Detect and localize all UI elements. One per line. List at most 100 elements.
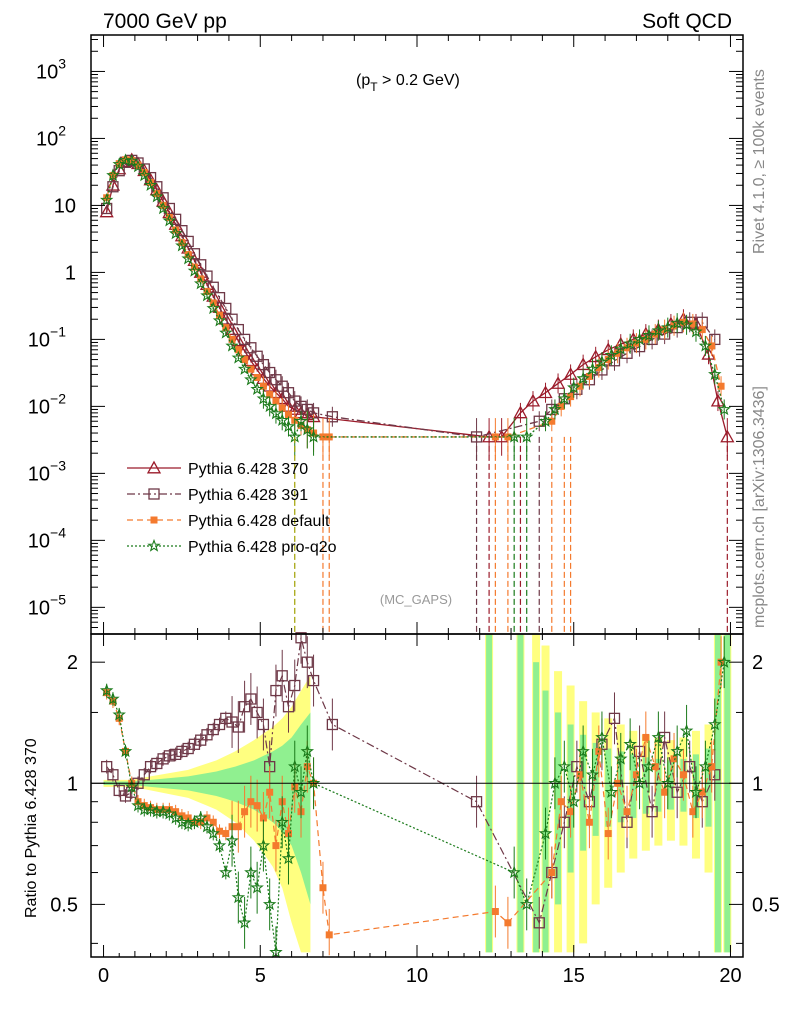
marker-star [168, 226, 183, 240]
ratio-y-tick-label-right: 0.5 [752, 894, 780, 916]
marker-star [614, 341, 628, 355]
marker-star [175, 815, 189, 829]
marker-triangle [563, 367, 578, 380]
marker-star [576, 744, 590, 758]
series-3 [103, 156, 725, 456]
y-tick-exp: 2 [58, 122, 66, 138]
legend-item: Pythia 6.428 pro-q2o [127, 538, 337, 556]
band-green-column [724, 634, 731, 953]
series-line-top [106, 159, 716, 438]
marker-triangle [588, 349, 603, 363]
marker-open-square [646, 806, 658, 818]
y-tick-base: 10 [28, 597, 50, 619]
marker-filled-square [259, 814, 267, 822]
marker-open-square [558, 816, 570, 828]
marker-triangle [146, 460, 162, 474]
marker-filled-square [147, 178, 155, 186]
y-tick-base: 1 [65, 262, 76, 284]
marker-open-square [251, 706, 263, 719]
marker-star [125, 779, 139, 793]
y-tick-label: 10−4 [28, 524, 66, 552]
marker-star [219, 325, 233, 339]
marker-star [181, 251, 195, 265]
marker-star [300, 422, 315, 436]
marker-filled-square [557, 402, 565, 410]
marker-star [99, 193, 114, 206]
marker-triangle [525, 393, 541, 407]
marker-star [604, 348, 619, 361]
marker-star [112, 707, 126, 721]
y-tick-label: 10−5 [28, 591, 66, 619]
band-green-column [605, 748, 612, 827]
marker-star [306, 429, 321, 443]
marker-star [143, 802, 158, 816]
marker-star [294, 785, 308, 798]
marker-star [125, 153, 139, 167]
marker-star [623, 336, 637, 350]
marker-star [604, 785, 619, 798]
series-1 [99, 152, 735, 456]
y-tick-label: 102 [36, 122, 66, 150]
marker-open-square [470, 796, 483, 808]
marker-star [281, 419, 296, 433]
marker-star [689, 785, 703, 798]
marker-open-square [119, 790, 132, 802]
y-tick-label: 103 [36, 55, 66, 83]
marker-triangle [710, 393, 726, 407]
marker-star [106, 691, 120, 705]
ratio-y-tick-label-left: 0.5 [50, 894, 78, 916]
marker-star [585, 767, 600, 781]
marker-star [156, 804, 170, 818]
band-green-column [555, 712, 562, 905]
marker-star [281, 851, 296, 865]
marker-star [670, 744, 684, 758]
band-green-column [533, 662, 540, 953]
marker-open-square [257, 718, 270, 731]
y-tick-label: 10 [54, 195, 76, 217]
marker-filled-square [585, 818, 593, 826]
marker-filled-square [689, 808, 697, 816]
marker-star [262, 897, 277, 911]
marker-star [193, 276, 208, 290]
marker-star [250, 382, 264, 396]
series-4-ratio [99, 636, 731, 959]
marker-star [206, 301, 220, 315]
marker-open-square [144, 760, 157, 773]
legend-label: Pythia 6.428 pro-q2o [188, 539, 337, 556]
marker-filled-square [651, 763, 659, 771]
ratio-y-tick-label-right: 2 [752, 652, 763, 674]
marker-star [206, 826, 220, 840]
marker-star [548, 402, 562, 416]
marker-star [147, 538, 161, 552]
marker-open-square [633, 745, 646, 758]
marker-open-square [101, 760, 113, 773]
marker-star [538, 826, 553, 840]
x-tick-label: 20 [719, 965, 741, 987]
marker-filled-square [178, 238, 186, 246]
marker-star [256, 838, 271, 852]
marker-filled-square [576, 771, 584, 779]
marker-filled-square [708, 763, 716, 771]
marker-filled-square [698, 788, 706, 796]
y-tick-label: 10−3 [28, 457, 66, 485]
y-tick-base: 10 [54, 195, 76, 217]
marker-star [294, 414, 308, 427]
marker-open-square [220, 712, 232, 725]
marker-star [106, 168, 120, 182]
marker-star [118, 744, 133, 758]
ratio-y-tick-label-right: 1 [752, 773, 763, 795]
marker-filled-square [604, 830, 612, 838]
marker-star [306, 776, 321, 790]
marker-star [237, 362, 252, 375]
marker-star [548, 776, 562, 790]
marker-star [566, 380, 581, 394]
marker-star [256, 391, 271, 405]
marker-star [689, 324, 703, 338]
marker-filled-square [661, 326, 669, 334]
legend-label: Pythia 6.428 370 [188, 461, 308, 478]
marker-star [538, 414, 553, 427]
marker-open-square [157, 753, 169, 765]
x-tick-label: 5 [255, 965, 266, 987]
marker-filled-square [253, 373, 261, 381]
y-tick-base: 10 [28, 463, 50, 485]
